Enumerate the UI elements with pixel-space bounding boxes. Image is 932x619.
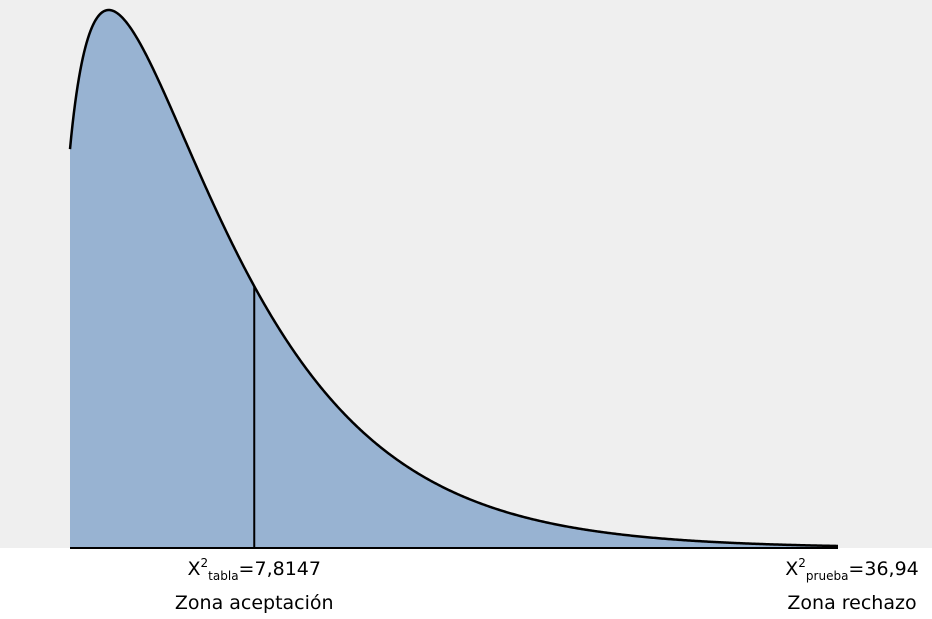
test-statistic-label: X2prueba=36,94 bbox=[785, 556, 919, 583]
density-curve-fill bbox=[70, 10, 838, 548]
acceptance-zone-label: Zona aceptación bbox=[174, 592, 334, 614]
rejection-zone-label: Zona rechazo bbox=[787, 592, 917, 614]
density-curve-line bbox=[68, 8, 839, 548]
critical-value-label: X2tabla=7,8147 bbox=[187, 556, 321, 583]
